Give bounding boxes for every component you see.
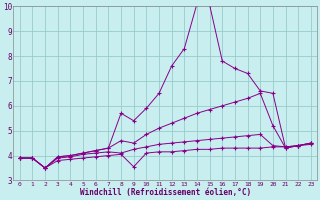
- X-axis label: Windchill (Refroidissement éolien,°C): Windchill (Refroidissement éolien,°C): [80, 188, 251, 197]
